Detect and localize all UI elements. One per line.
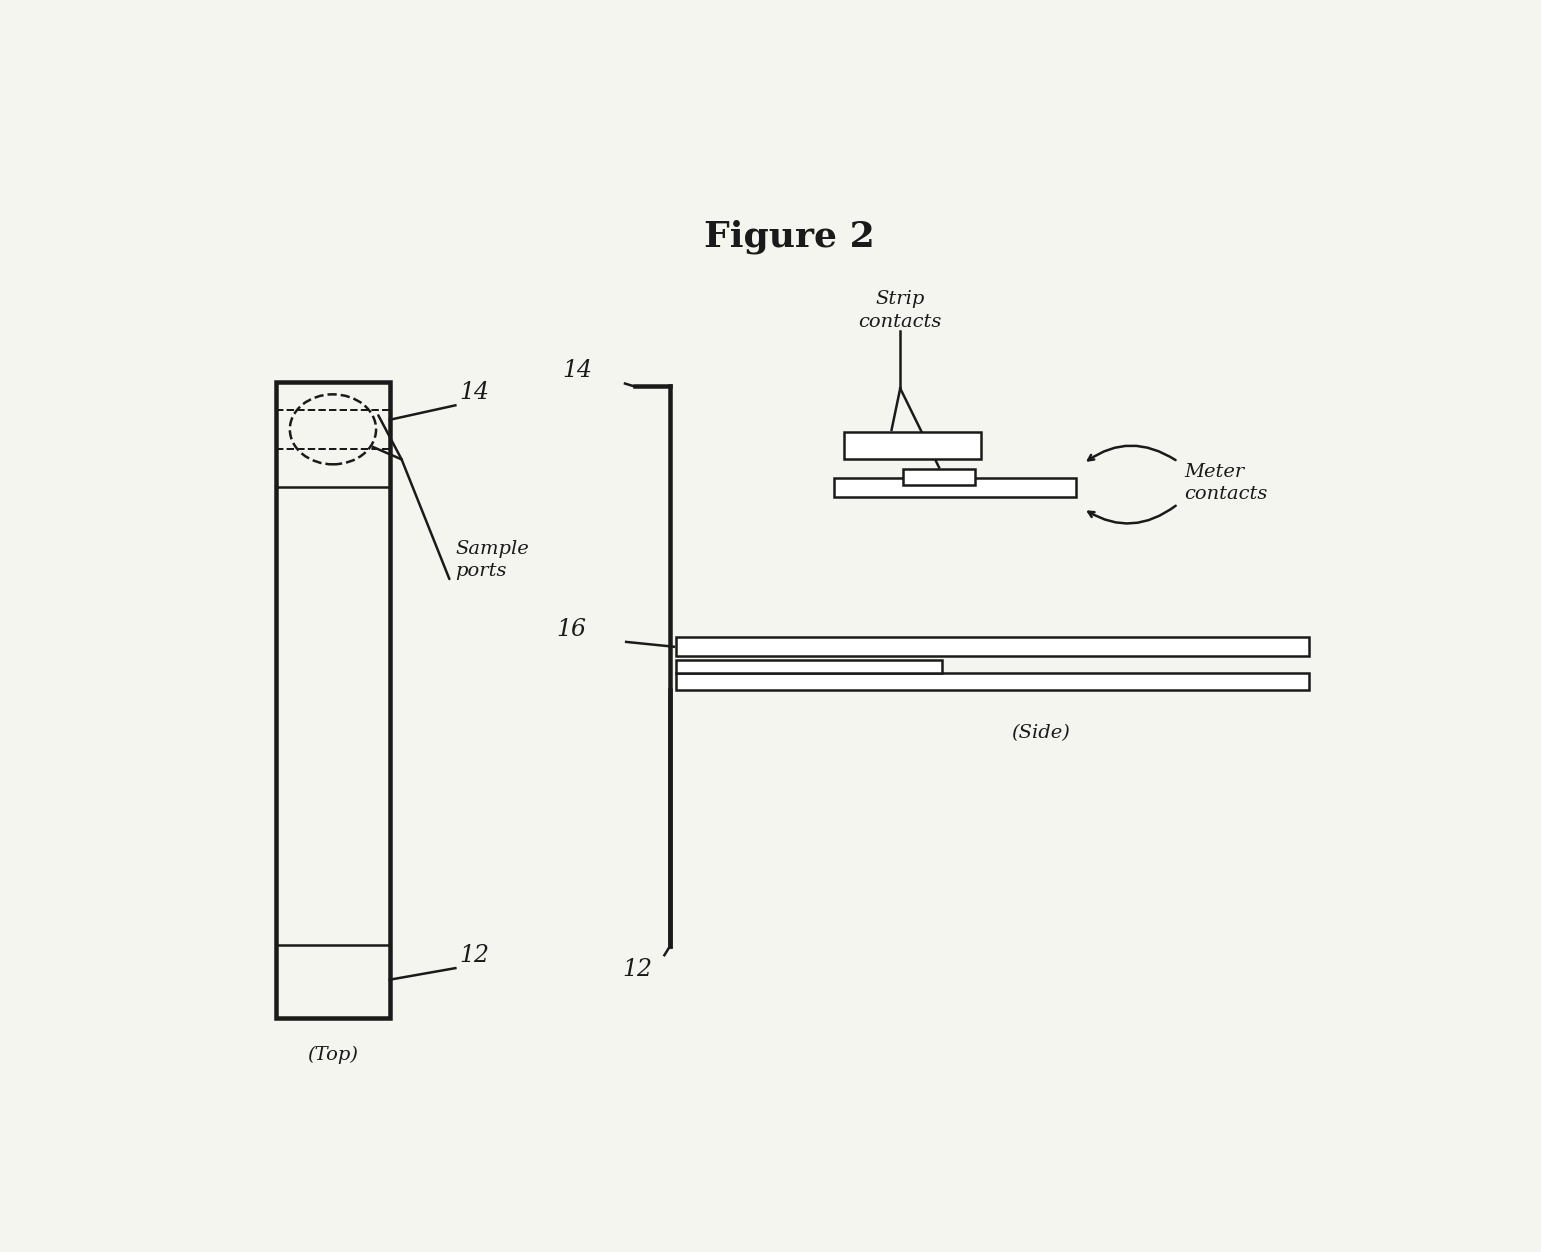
Text: Sample
ports: Sample ports: [456, 540, 529, 580]
Text: 12: 12: [459, 944, 488, 967]
Text: 12: 12: [623, 958, 652, 982]
Text: Meter
contacts: Meter contacts: [1183, 463, 1267, 503]
Bar: [843, 432, 982, 458]
Bar: [676, 672, 1310, 690]
Bar: [834, 478, 1076, 497]
Text: 14: 14: [459, 382, 488, 404]
Text: (Top): (Top): [308, 1045, 359, 1064]
Text: Strip
contacts: Strip contacts: [858, 290, 942, 331]
Bar: [676, 660, 942, 672]
Text: 16: 16: [556, 618, 587, 641]
Bar: [276, 382, 390, 1018]
Text: (Side): (Side): [1011, 725, 1069, 742]
Bar: [903, 470, 975, 485]
Bar: [676, 637, 1310, 656]
Text: 14: 14: [562, 358, 593, 382]
Text: Figure 2: Figure 2: [704, 220, 875, 254]
